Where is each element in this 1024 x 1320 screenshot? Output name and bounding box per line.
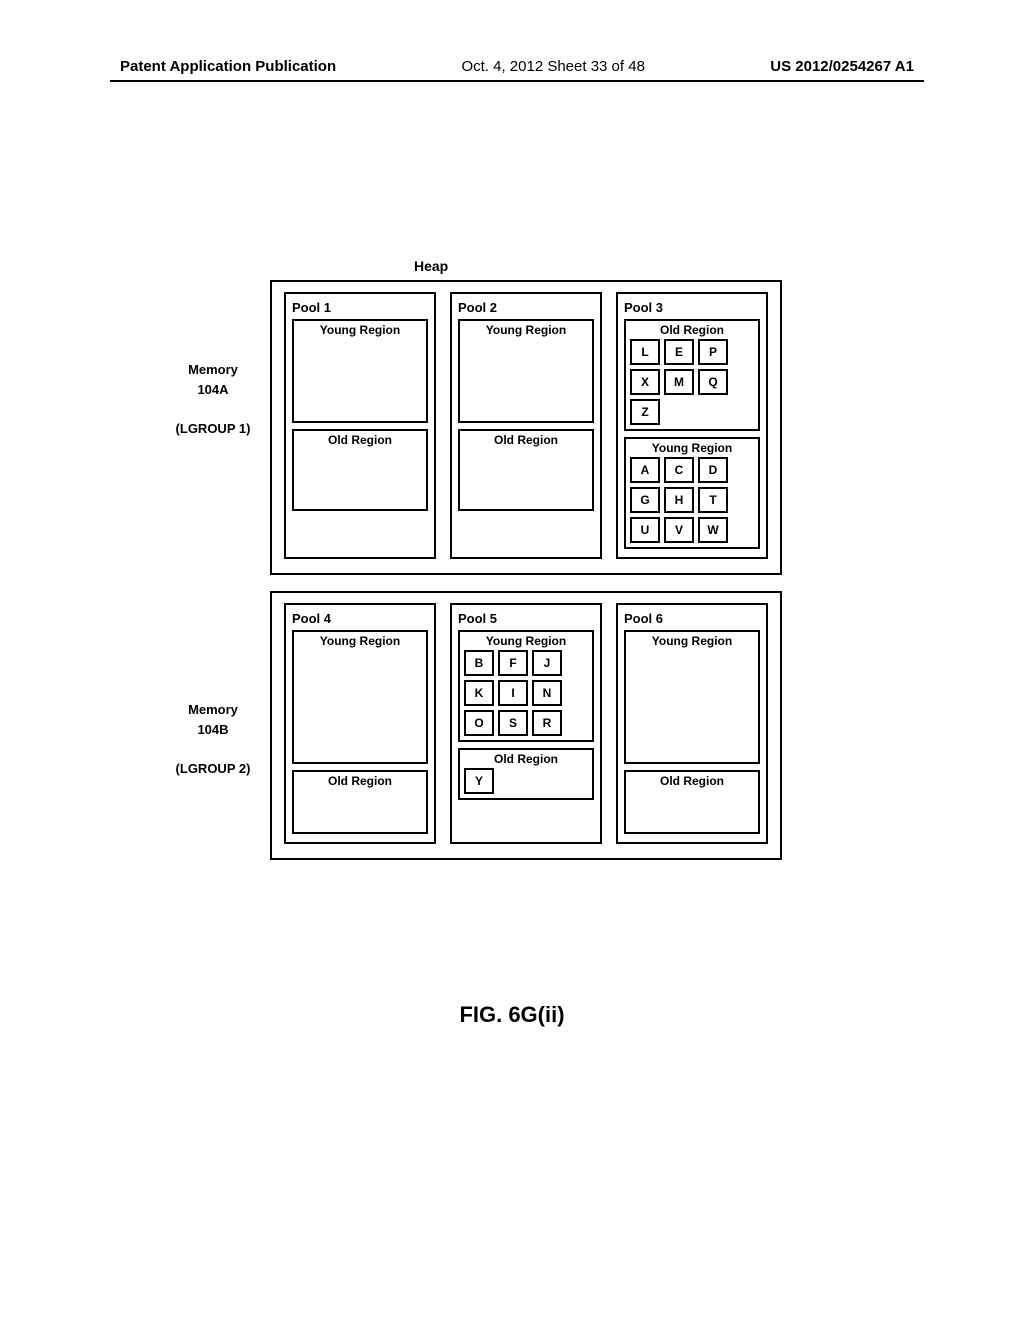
lgroup-label-line: (LGROUP 2)	[168, 759, 258, 779]
memory-cell: I	[498, 680, 528, 706]
region-title: Young Region	[630, 441, 754, 455]
region-title: Old Region	[298, 774, 422, 788]
region-title: Young Region	[630, 634, 754, 648]
memory-cell: M	[664, 369, 694, 395]
memory-cell: T	[698, 487, 728, 513]
lgroup-label-line: 104B	[168, 720, 258, 740]
pool-title: Pool 2	[458, 300, 594, 315]
region: Young Region	[292, 630, 428, 764]
pool-title: Pool 3	[624, 300, 760, 315]
pool-title: Pool 6	[624, 611, 760, 626]
lgroup-label: Memory104B (LGROUP 2)	[168, 700, 258, 778]
pool: Pool 2 Young Region Old Region	[450, 292, 602, 559]
header-right: US 2012/0254267 A1	[770, 58, 914, 75]
region: Young Region	[458, 319, 594, 423]
region-title: Old Region	[630, 774, 754, 788]
memory-cell: G	[630, 487, 660, 513]
header-left: Patent Application Publication	[120, 58, 336, 75]
heap-diagram: Pool 1 Young Region Old Region Pool 2 Young …	[270, 280, 782, 876]
lgroup-label-line: Memory	[168, 360, 258, 380]
memory-cell: R	[532, 710, 562, 736]
pools-row: Pool 1 Young Region Old Region Pool 2 Young …	[284, 292, 768, 559]
region-title: Young Region	[464, 323, 588, 337]
lgroup-label-line	[168, 739, 258, 759]
pool-title: Pool 5	[458, 611, 594, 626]
memory-cell: K	[464, 680, 494, 706]
memory-cell: X	[630, 369, 660, 395]
heap-title: Heap	[414, 258, 448, 274]
memory-cell: W	[698, 517, 728, 543]
region: Old Region	[292, 770, 428, 834]
pool: Pool 3 Old Region LEP XMQ Z Young Region ACD GH…	[616, 292, 768, 559]
memory-cell: S	[498, 710, 528, 736]
page-header: Patent Application Publication Oct. 4, 2…	[120, 58, 914, 75]
lgroup-label: Memory104A (LGROUP 1)	[168, 360, 258, 438]
region: Old Region	[292, 429, 428, 511]
region: Old Region	[458, 429, 594, 511]
memory-cell: D	[698, 457, 728, 483]
heap-lgroup-box: Pool 4 Young Region Old Region Pool 5 Young …	[270, 591, 782, 860]
region-title: Old Region	[298, 433, 422, 447]
region-title: Young Region	[464, 634, 588, 648]
region-cells: Y	[464, 768, 588, 794]
region-cells: LEP XMQ Z	[630, 339, 754, 425]
pool: Pool 1 Young Region Old Region	[284, 292, 436, 559]
memory-cell: A	[630, 457, 660, 483]
memory-cell: C	[664, 457, 694, 483]
pool-title: Pool 4	[292, 611, 428, 626]
pool: Pool 5 Young Region BFJ KIN OSR Old Region Y	[450, 603, 602, 844]
pool: Pool 4 Young Region Old Region	[284, 603, 436, 844]
memory-cell: E	[664, 339, 694, 365]
header-rule	[110, 80, 924, 82]
lgroup-label-line	[168, 399, 258, 419]
memory-cell: V	[664, 517, 694, 543]
memory-cell: B	[464, 650, 494, 676]
memory-cell: Z	[630, 399, 660, 425]
region-title: Old Region	[630, 323, 754, 337]
region: Old Region LEP XMQ Z	[624, 319, 760, 431]
pools-row: Pool 4 Young Region Old Region Pool 5 Young …	[284, 603, 768, 844]
memory-cell: H	[664, 487, 694, 513]
region: Old Region	[624, 770, 760, 834]
lgroup-label-line: (LGROUP 1)	[168, 419, 258, 439]
region: Young Region	[292, 319, 428, 423]
region-title: Old Region	[464, 752, 588, 766]
region: Old Region Y	[458, 748, 594, 800]
memory-cell: F	[498, 650, 528, 676]
region-title: Old Region	[464, 433, 588, 447]
lgroup-label-line: Memory	[168, 700, 258, 720]
region-cells: ACD GHT UVW	[630, 457, 754, 543]
figure-caption: FIG. 6G(ii)	[0, 1002, 1024, 1028]
page: Patent Application Publication Oct. 4, 2…	[0, 0, 1024, 1320]
region: Young Region BFJ KIN OSR	[458, 630, 594, 742]
header-mid: Oct. 4, 2012 Sheet 33 of 48	[461, 58, 644, 75]
region-title: Young Region	[298, 323, 422, 337]
memory-cell: L	[630, 339, 660, 365]
region-cells: BFJ KIN OSR	[464, 650, 588, 736]
memory-cell: J	[532, 650, 562, 676]
lgroup-label-line: 104A	[168, 380, 258, 400]
memory-cell: Y	[464, 768, 494, 794]
memory-cell: N	[532, 680, 562, 706]
pool-title: Pool 1	[292, 300, 428, 315]
memory-cell: P	[698, 339, 728, 365]
pool: Pool 6 Young Region Old Region	[616, 603, 768, 844]
region: Young Region ACD GHT UVW	[624, 437, 760, 549]
memory-cell: U	[630, 517, 660, 543]
region: Young Region	[624, 630, 760, 764]
memory-cell: Q	[698, 369, 728, 395]
memory-cell: O	[464, 710, 494, 736]
region-title: Young Region	[298, 634, 422, 648]
heap-lgroup-box: Pool 1 Young Region Old Region Pool 2 Young …	[270, 280, 782, 575]
